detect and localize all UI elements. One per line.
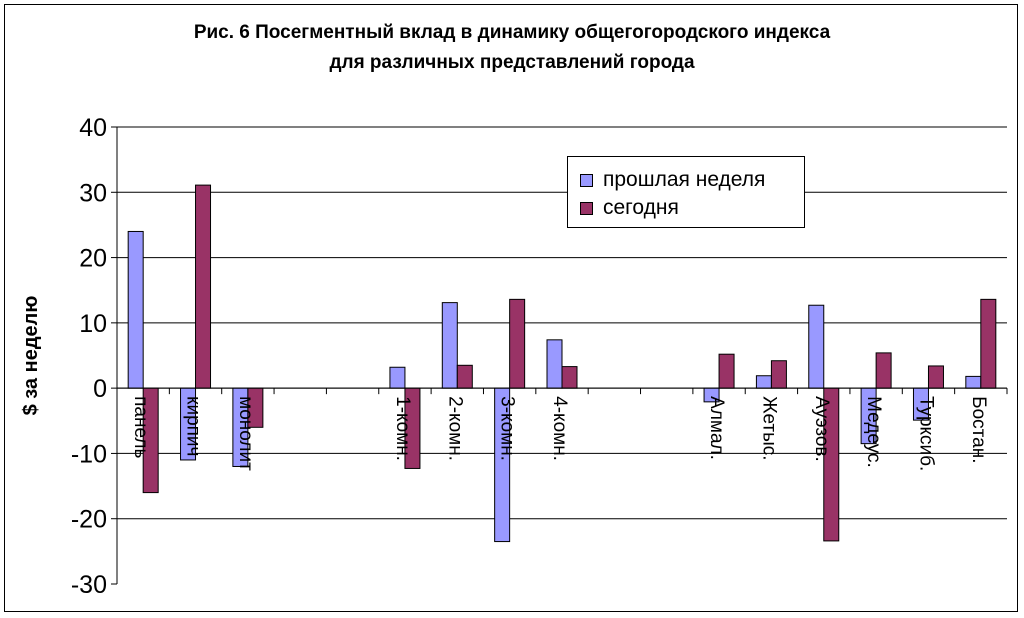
legend-item-series-2: сегодня [580, 196, 679, 219]
y-axis-title: $ за неделю [20, 296, 42, 416]
bar-last-week [127, 230, 144, 389]
bar-today [561, 366, 578, 389]
x-tick-label: 4-комн. [549, 396, 570, 461]
bar-last-week [389, 366, 406, 389]
bar-last-week [546, 339, 563, 389]
bar-last-week [808, 304, 825, 389]
bar-today [875, 352, 892, 389]
x-tick-label: Жетыс. [758, 396, 779, 460]
x-tick-label: Ауэзов. [811, 396, 832, 462]
bar-last-week [441, 302, 458, 389]
legend: прошлая неделя сегодня [567, 156, 805, 228]
bar-today [927, 365, 944, 389]
y-tick-label: 10 [79, 310, 107, 338]
legend-item-series-1: прошлая неделя [580, 168, 766, 191]
x-tick-label: кирпич [183, 396, 204, 456]
y-tick-label: -20 [71, 506, 107, 534]
y-tick-label: 0 [93, 375, 107, 403]
chart-title-line-2: для различных представлений города [329, 52, 695, 73]
bar-today [770, 360, 787, 389]
bar-today [195, 184, 212, 389]
x-tick-label: 1-комн. [392, 396, 413, 461]
x-tick-label: 3-комн. [497, 396, 518, 461]
y-tick-label: -30 [71, 571, 107, 599]
bar-last-week [965, 375, 982, 389]
legend-label-series-2: сегодня [603, 196, 679, 219]
legend-swatch-series-2 [580, 201, 593, 215]
y-tick-label: 40 [79, 114, 107, 142]
bar-today [509, 298, 526, 389]
x-tick-label: монолит [235, 396, 256, 471]
chart-title-line-1: Рис. 6 Посегментный вклад в динамику общ… [193, 22, 831, 43]
bar-today [718, 353, 735, 389]
bar-today [456, 364, 473, 389]
chart-border [4, 4, 1018, 612]
bar-today [980, 298, 997, 389]
y-tick-label: 30 [79, 179, 107, 207]
y-tick-label: 20 [79, 245, 107, 273]
x-tick-label: 2-комн. [444, 396, 465, 461]
x-tick-label: Бостан. [968, 396, 989, 463]
x-tick-label: Алмал. [706, 396, 727, 460]
x-tick-label: панель [130, 396, 151, 458]
x-tick-label: Медеус. [863, 396, 884, 468]
legend-swatch-series-1 [580, 173, 593, 187]
y-tick-label: -10 [71, 440, 107, 468]
bar-last-week [755, 375, 772, 389]
legend-label-series-1: прошлая неделя [603, 168, 766, 191]
x-tick-label: Турксиб. [915, 396, 936, 471]
